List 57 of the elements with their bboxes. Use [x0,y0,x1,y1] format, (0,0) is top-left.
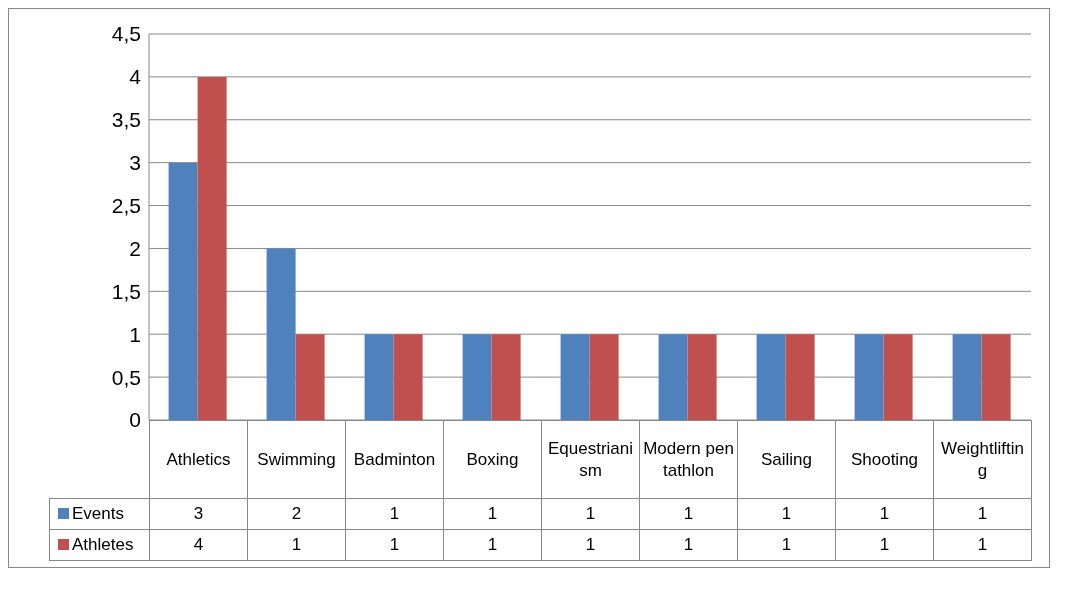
x-tick-label: Athletics [149,420,248,499]
bar [491,334,521,420]
data-label: 1 [835,498,934,530]
bar [883,334,913,420]
data-label: 1 [639,498,738,530]
data-label: 1 [737,498,836,530]
y-tick-label: 1,5 [111,279,141,303]
data-label: 1 [443,529,542,561]
y-tick-label: 4,5 [111,22,141,46]
data-label: 1 [345,498,444,530]
data-label: 1 [737,529,836,561]
bar [266,248,296,420]
data-label: 1 [443,498,542,530]
y-tick-label: 1 [129,322,141,346]
data-label: 1 [541,498,640,530]
bar [295,334,325,420]
x-tick-label: Boxing [443,420,542,499]
bar [687,334,717,420]
bar [952,334,982,420]
legend-label: Athletes [49,529,150,561]
data-label: 1 [247,529,346,561]
bar [981,334,1011,420]
bar [364,334,394,420]
x-tick-label: Badminton [345,420,444,499]
data-label: 1 [639,529,738,561]
x-tick-label: Swimming [247,420,346,499]
y-tick-label: 0 [129,408,141,432]
y-tick-label: 3,5 [111,108,141,132]
bar [756,334,786,420]
y-tick-label: 0,5 [111,365,141,389]
data-label: 4 [149,529,248,561]
data-label: 1 [345,529,444,561]
bar [589,334,619,420]
x-tick-label: Weightlifting [933,420,1032,499]
bar [854,334,884,420]
data-label: 1 [933,498,1032,530]
x-tick-label: Equestrianism [541,420,640,499]
bar [658,334,688,420]
y-tick-label: 2,5 [111,194,141,218]
bar [462,334,492,420]
y-tick-label: 2 [129,236,141,260]
legend-label: Events [49,498,150,530]
x-tick-label: Modern pentathlon [639,420,738,499]
data-label: 1 [541,529,640,561]
y-tick-label: 4 [129,65,142,89]
data-label: 2 [247,498,346,530]
bar [393,334,423,420]
y-tick-label: 3 [129,151,141,175]
x-tick-label: Shooting [835,420,934,499]
bar [785,334,815,420]
x-tick-label: Sailing [737,420,836,499]
bar [560,334,590,420]
data-label: 3 [149,498,248,530]
data-label: 1 [835,529,934,561]
bar [168,162,198,420]
bar [197,76,227,420]
data-label: 1 [933,529,1032,561]
